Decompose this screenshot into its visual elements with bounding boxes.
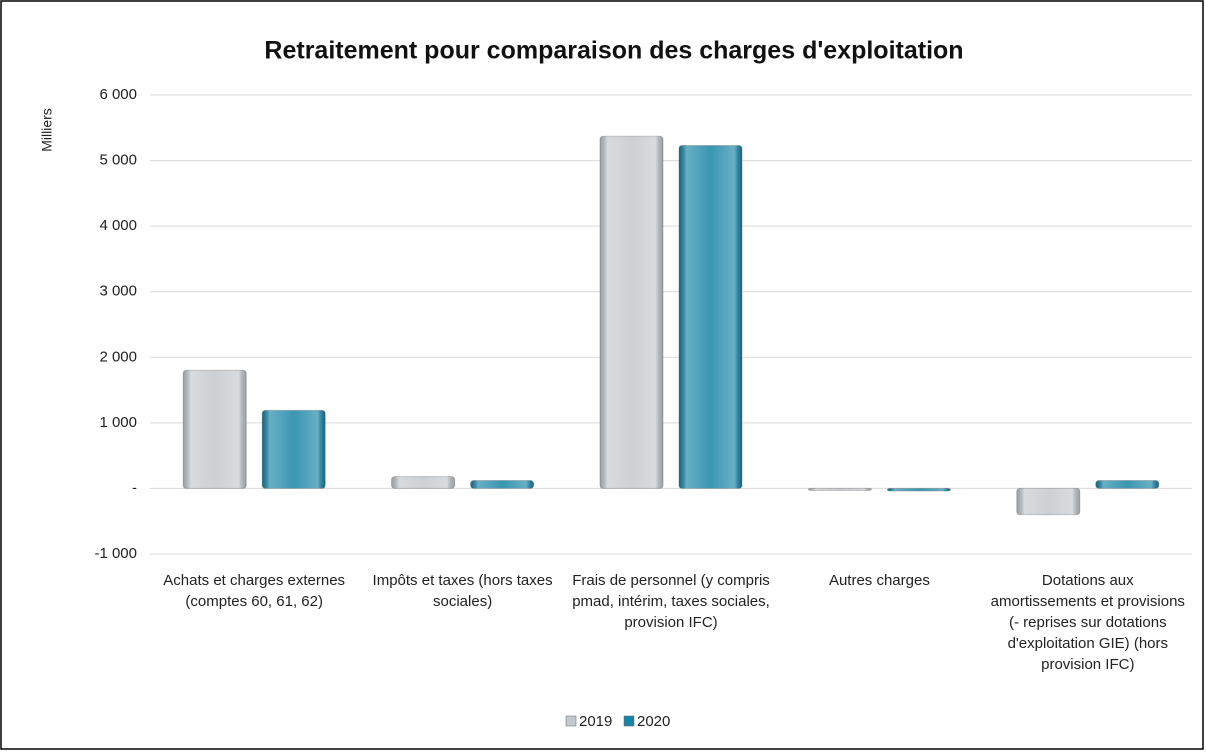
x-tick-label: Frais de personnel (y compris pmad, inté… [572, 572, 770, 631]
y-axis-label: Milliers [39, 108, 55, 152]
bar [678, 144, 743, 489]
legend-label: 2020 [637, 713, 670, 730]
bar [182, 369, 247, 489]
bar [886, 487, 951, 492]
y-tick-label: 4 000 [99, 217, 137, 234]
x-tick-label: Achats et charges externes (comptes 60, … [163, 572, 346, 610]
x-tick-label: Impôts et taxes (hors taxes sociales) [372, 572, 553, 610]
y-tick-label: 6 000 [99, 86, 137, 103]
y-tick-label: 3 000 [99, 283, 137, 300]
legend-swatch [623, 715, 635, 727]
legend-label: 2019 [579, 713, 612, 730]
y-tick-label: - [132, 479, 137, 496]
x-tick-label: Autres charges [828, 572, 930, 589]
chart-title: Retraitement pour comparaison des charge… [264, 37, 963, 65]
bar [261, 409, 326, 489]
bar [470, 480, 535, 489]
bar [807, 487, 872, 491]
y-tick-label: 5 000 [99, 152, 137, 169]
bar [1095, 480, 1160, 489]
legend-swatch [565, 715, 577, 727]
y-tick-label: -1 000 [94, 545, 137, 562]
y-tick-label: 1 000 [99, 414, 137, 431]
y-tick-label: 2 000 [99, 348, 137, 365]
bar [599, 135, 664, 489]
bar [1016, 487, 1081, 516]
x-tick-label: Dotations aux amortissements et provisio… [990, 572, 1185, 673]
bar [391, 476, 456, 489]
